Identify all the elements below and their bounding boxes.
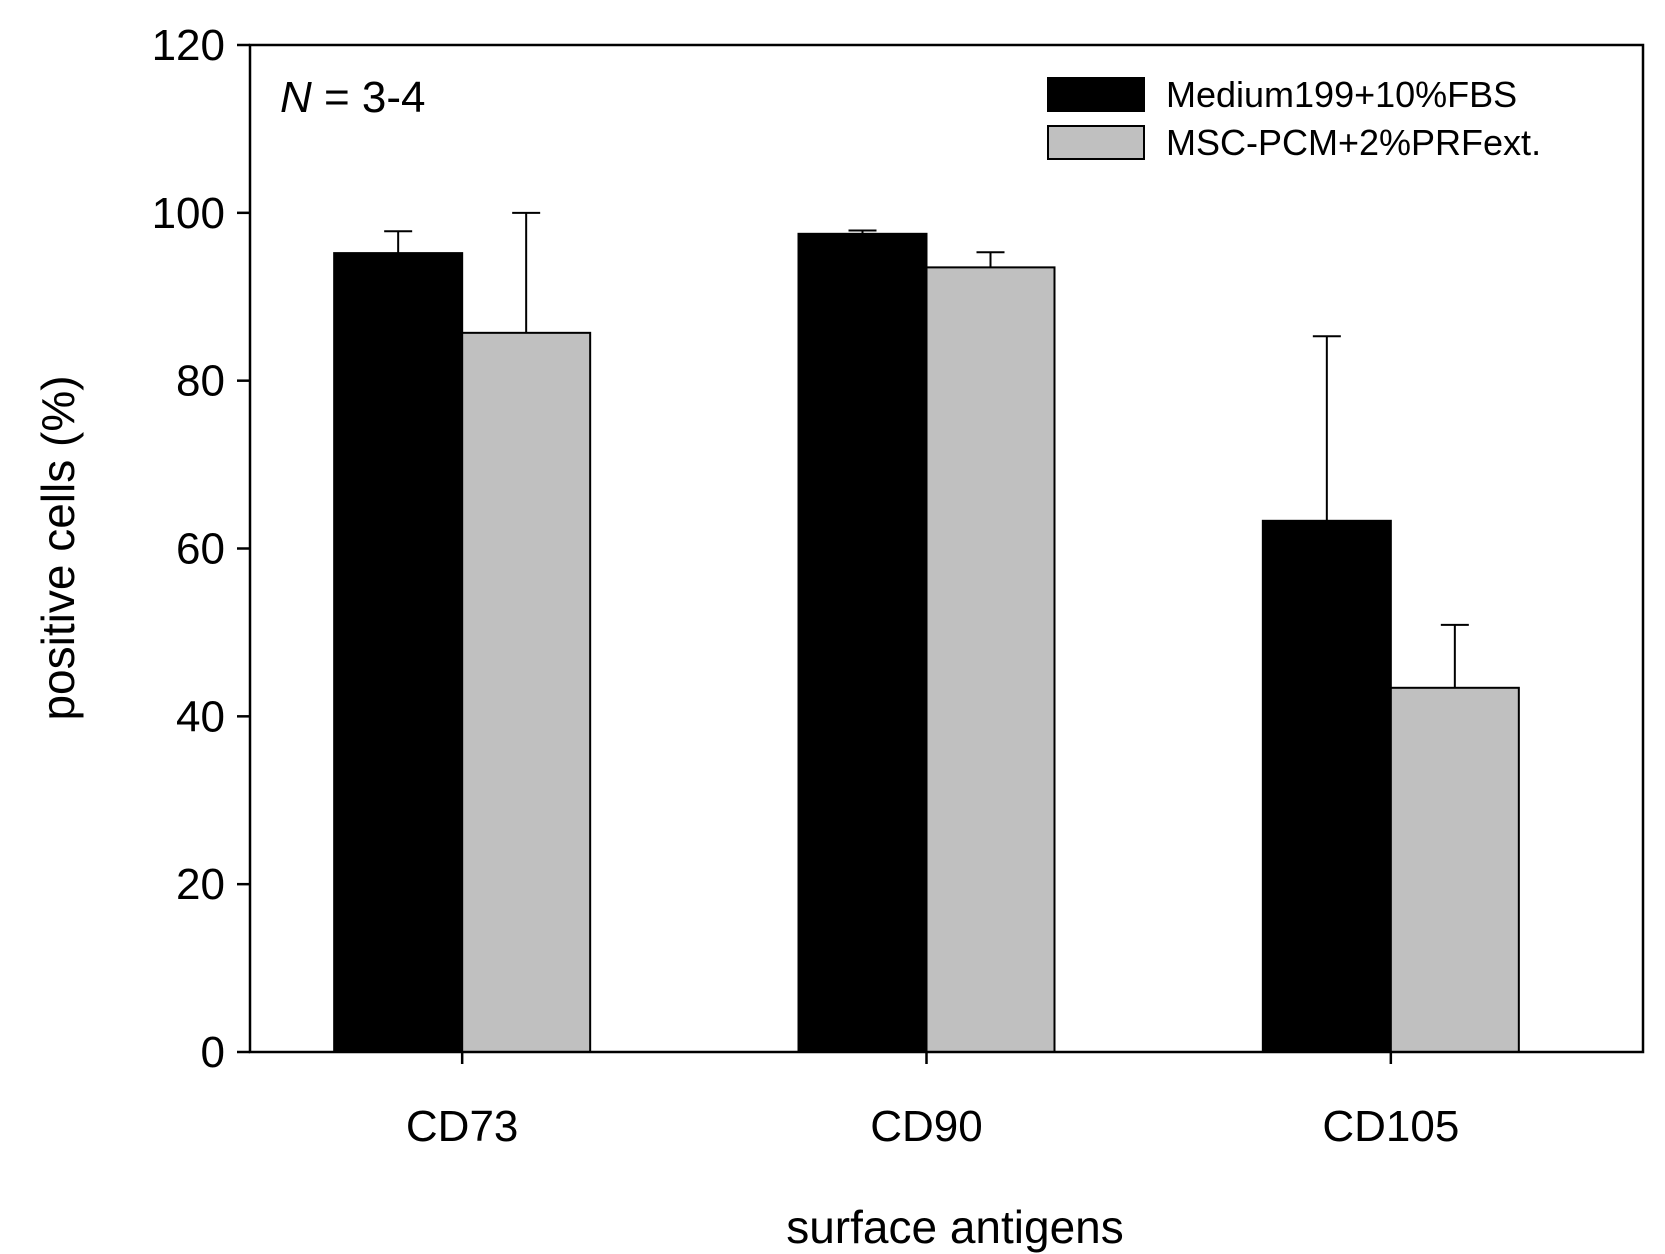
x-tick-label-cd90: CD90 xyxy=(870,1102,983,1151)
bar-cd105-series-2 xyxy=(1389,686,1520,1054)
ticks-layer xyxy=(237,43,1393,1064)
y-tick-label-100: 100 xyxy=(152,189,225,238)
bar-cd73-series-1 xyxy=(333,252,464,1053)
bar-cd90-series-2 xyxy=(925,266,1056,1054)
y-axis-label: positive cells (%) xyxy=(32,375,84,720)
y-tick-label-20: 20 xyxy=(176,860,225,909)
legend: Medium199+10%FBS MSC-PCM+2%PRFext. xyxy=(1047,74,1541,163)
x-tick-label-cd73: CD73 xyxy=(406,1102,519,1151)
y-tick-label-80: 80 xyxy=(176,357,225,406)
y-tick-label-120: 120 xyxy=(152,21,225,70)
bar-cd90-series-1 xyxy=(797,232,928,1053)
error-bars-layer xyxy=(384,211,1469,688)
x-tick-label-cd105: CD105 xyxy=(1322,1102,1459,1151)
x-axis-label: surface antigens xyxy=(786,1201,1124,1253)
legend-label-2: MSC-PCM+2%PRFext. xyxy=(1166,122,1541,163)
bar-cd105-series-1 xyxy=(1261,519,1392,1053)
legend-swatch-2 xyxy=(1047,125,1145,160)
y-tick-label-0: 0 xyxy=(201,1028,225,1077)
y-tick-label-60: 60 xyxy=(176,525,225,574)
annotation-value: = 3-4 xyxy=(312,73,426,122)
bar-cd73-series-2 xyxy=(461,331,592,1053)
annotation-variable: N xyxy=(280,73,312,122)
labels-layer: CD73 CD90 CD105 0 20 40 60 80 100 120 xyxy=(152,21,1460,1151)
y-tick-label-40: 40 xyxy=(176,692,225,741)
bars-layer xyxy=(333,232,1520,1054)
legend-label-1: Medium199+10%FBS xyxy=(1166,74,1517,115)
sample-size-annotation: N = 3-4 xyxy=(280,73,426,122)
legend-swatch-1 xyxy=(1047,77,1145,112)
